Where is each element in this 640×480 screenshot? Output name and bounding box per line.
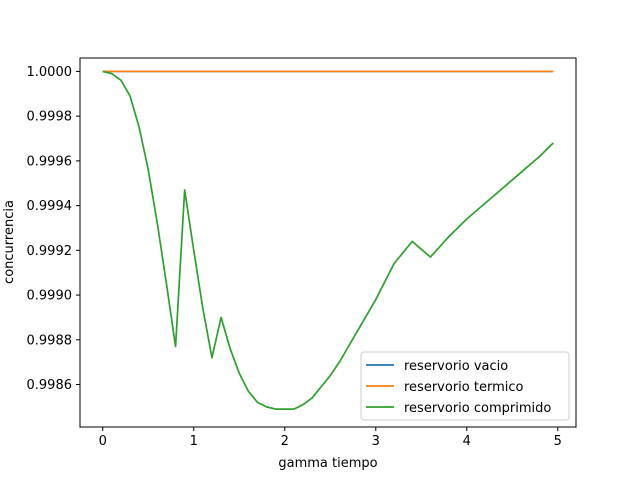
y-tick-label: 0.9994 <box>27 199 73 214</box>
x-tick-label: 0 <box>99 434 107 449</box>
y-axis-title: concurrencia <box>2 200 17 284</box>
y-tick-label: 1.0000 <box>27 65 73 80</box>
legend-frame <box>360 351 570 421</box>
legend-items: reservorio vacio reservorio termico reserv… <box>366 359 551 416</box>
y-tick-label: 0.9990 <box>27 289 73 304</box>
y-tick-label: 0.9996 <box>27 154 73 169</box>
x-tick-label: 3 <box>372 434 380 449</box>
y-axis-ticks: 0.9986 0.9988 0.9990 0.9992 0.9994 0.9996 0.99… <box>27 65 80 393</box>
x-tick-label: 2 <box>281 434 289 449</box>
y-tick-label: 0.9986 <box>27 378 73 393</box>
series-line-3 <box>102 70 554 410</box>
x-tick-label: 5 <box>554 434 562 449</box>
x-tick-label: 1 <box>190 434 198 449</box>
y-tick-label: 0.9998 <box>27 110 73 125</box>
y-tick-label: 0.9988 <box>27 333 73 348</box>
legend-label: reservorio vacio <box>404 359 508 374</box>
x-axis-title: gamma tiempo <box>278 456 377 471</box>
legend: reservorio vacio reservorio termico reserv… <box>360 351 570 421</box>
x-axis-ticks: 0 1 2 3 4 5 <box>99 427 562 449</box>
legend-label: reservorio termico <box>404 380 523 395</box>
x-tick-label: 4 <box>463 434 471 449</box>
legend-label: reservorio comprimido <box>404 401 551 416</box>
y-tick-label: 0.9992 <box>27 244 73 259</box>
series-lines <box>102 70 554 410</box>
